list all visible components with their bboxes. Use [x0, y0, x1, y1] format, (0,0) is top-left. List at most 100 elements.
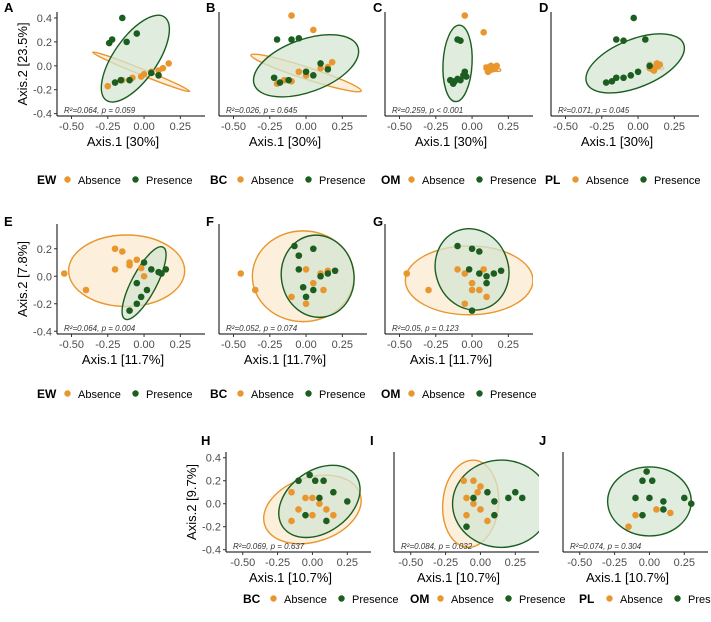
presence-point-0 — [643, 468, 650, 475]
absence-point-2 — [477, 483, 484, 490]
absence-point-1 — [425, 286, 432, 294]
legend-label-presence: Presence — [490, 389, 536, 401]
x-axis-title: Axis.1 [10.7%] — [586, 570, 669, 585]
panel-letter: A — [4, 0, 14, 15]
presence-point-7 — [476, 270, 483, 277]
y-tick-label: 0.0 — [206, 499, 221, 511]
presence-point-1 — [612, 36, 620, 43]
panel-e: -0.50 -0.25 0.00 0.25 -0.4 -0.2 0.0 0.2 Axis.1 [… — [4, 214, 205, 367]
presence-point-2 — [295, 477, 302, 485]
absence-point-6 — [288, 517, 295, 525]
absence-point-4 — [310, 279, 317, 287]
absence-point-3 — [316, 500, 323, 508]
legend-title: PL — [579, 592, 594, 606]
legend-title: EW — [37, 173, 57, 187]
absence-point-2 — [309, 494, 316, 502]
presence-point-8 — [155, 72, 162, 79]
y-axis-title: Axis.2 [9.7%] — [184, 464, 199, 540]
legend-pl: PL Absence Presence — [579, 592, 711, 606]
presence-point-5 — [126, 76, 133, 84]
absence-point-8 — [328, 58, 336, 66]
absence-point-1 — [82, 286, 90, 294]
panel-letter: D — [539, 0, 548, 15]
absence-point-0 — [60, 270, 68, 277]
presence-point-3 — [317, 60, 324, 67]
plot-area — [237, 230, 355, 323]
x-tick-label: -0.50 — [387, 121, 412, 133]
legend-key-presence — [303, 174, 314, 185]
legend-label-absence: Absence — [586, 175, 629, 187]
y-tick-label: 0.4 — [37, 13, 52, 25]
y-axis-title: Axis.2 [23.5%] — [15, 22, 30, 105]
legend-row-1: EW Absence Presence BC Absence Presence OM Abse… — [37, 173, 700, 187]
absence-point-9 — [295, 68, 303, 76]
legend-key-absence — [235, 388, 246, 399]
legend-label-presence: Presence — [146, 389, 192, 401]
presence-point-8 — [468, 307, 476, 314]
absence-point-6 — [463, 511, 470, 519]
presence-ellipse — [442, 24, 473, 103]
legend-label-absence: Absence — [284, 594, 327, 606]
presence-point-9 — [302, 293, 310, 301]
presence-point-3 — [511, 488, 519, 496]
presence-point-5 — [660, 498, 667, 505]
presence-point-7 — [310, 286, 317, 294]
presence-point-1 — [468, 245, 476, 253]
legend-label-presence: Presence — [319, 175, 365, 187]
presence-point-0 — [291, 242, 298, 250]
presence-point-9 — [162, 266, 170, 273]
x-tick-label: 0.25 — [674, 557, 695, 569]
presence-point-2 — [105, 39, 113, 47]
presence-point-1 — [491, 498, 498, 505]
legend-key-absence — [604, 593, 615, 604]
stat-annotation: R²=0.064, p = 0.004 — [64, 324, 136, 333]
legend-title: EW — [37, 387, 57, 401]
presence-point-1 — [639, 477, 646, 485]
absence-point-7 — [461, 300, 469, 308]
y-tick-label: 0.2 — [206, 476, 221, 488]
presence-point-7 — [126, 307, 133, 314]
absence-point-0 — [288, 488, 295, 496]
x-axis-title: Axis.1 [30%] — [249, 134, 321, 149]
legend-om: OM Absence Presence — [381, 387, 536, 401]
absence-point-8 — [484, 68, 492, 76]
stat-annotation: R²=0.052, p = 0.074 — [226, 324, 298, 333]
y-tick-label: -0.4 — [202, 545, 221, 557]
presence-point-3 — [317, 272, 324, 280]
legend-bc: BC Absence Presence — [210, 173, 365, 187]
panel-letter: B — [206, 0, 215, 15]
legend-row-3: BC Absence Presence OM Absence Presence PL Abse… — [243, 592, 711, 606]
absence-point-7 — [288, 293, 295, 301]
presence-point-4 — [324, 66, 332, 73]
panel-letter: J — [539, 433, 546, 448]
legend-key-presence — [336, 593, 347, 604]
x-tick-label: 0.25 — [170, 121, 191, 133]
presence-point-8 — [449, 80, 457, 88]
stat-annotation: R²=0.064, p = 0.059 — [64, 106, 136, 115]
x-tick-label: -0.25 — [95, 339, 120, 351]
panel-letter: H — [201, 433, 210, 448]
presence-point-9 — [302, 68, 310, 76]
legend-label-absence: Absence — [620, 594, 663, 606]
absence-point-8 — [309, 511, 316, 519]
x-tick-label: 0.25 — [332, 339, 353, 351]
x-tick-label: -0.50 — [221, 121, 246, 133]
legend-key-presence — [130, 174, 141, 185]
x-tick-label: 0.00 — [461, 121, 482, 133]
presence-point-8 — [320, 477, 327, 485]
y-tick-label: 0.2 — [37, 37, 52, 49]
presence-point-3 — [642, 36, 649, 43]
absence-point-8 — [474, 488, 481, 496]
absence-point-8 — [468, 286, 476, 294]
legend-key-presence — [474, 388, 485, 399]
absence-point-5 — [650, 67, 658, 74]
absence-point-1 — [667, 509, 674, 517]
x-tick-label: 0.25 — [337, 557, 358, 569]
legend-title: OM — [410, 592, 429, 606]
stat-annotation: R²=0.259, p < 0.001 — [392, 106, 463, 115]
absence-point-3 — [463, 494, 470, 502]
x-tick-label: 0.25 — [664, 121, 685, 133]
legend-key-absence — [570, 174, 581, 185]
presence-point-5 — [285, 76, 292, 84]
absence-point-4 — [470, 500, 477, 508]
